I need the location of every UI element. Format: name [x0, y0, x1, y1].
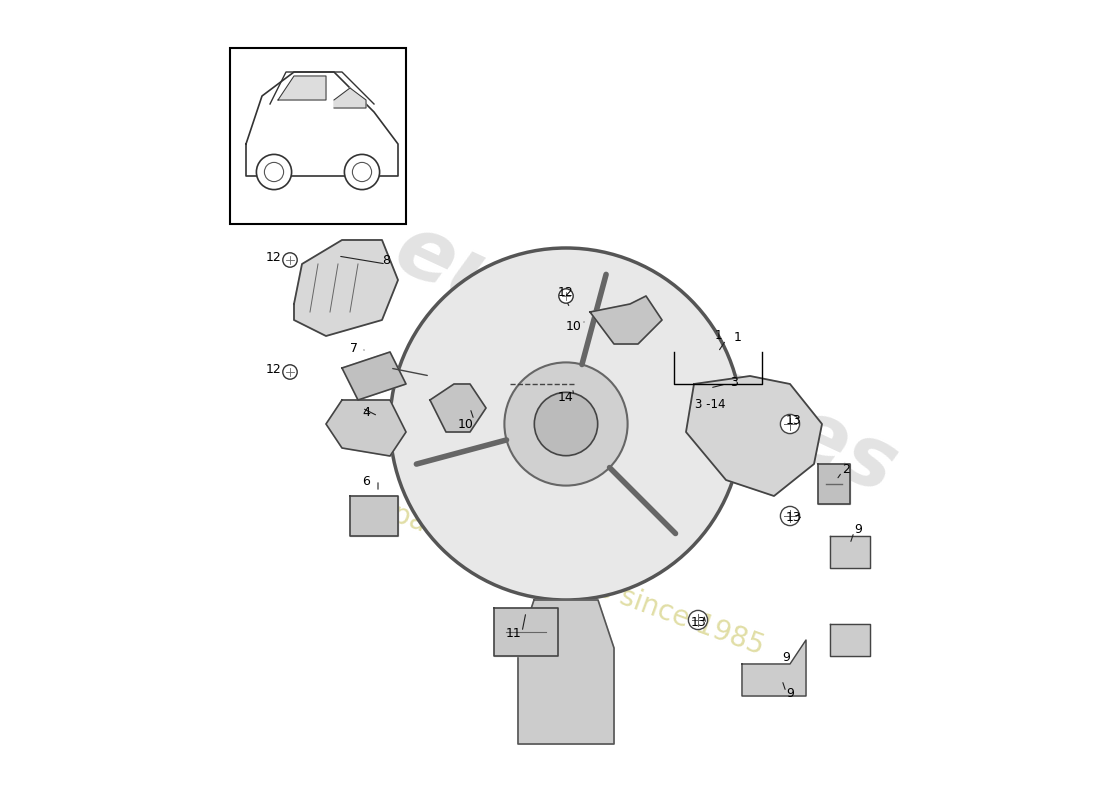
- Polygon shape: [342, 352, 406, 400]
- Polygon shape: [830, 624, 870, 656]
- Text: 7: 7: [350, 342, 358, 354]
- Text: 13: 13: [786, 414, 802, 426]
- Text: 12: 12: [558, 286, 574, 298]
- Polygon shape: [494, 608, 558, 656]
- Text: 1: 1: [714, 330, 722, 342]
- Circle shape: [352, 162, 372, 182]
- Text: 10: 10: [458, 418, 474, 430]
- Polygon shape: [334, 88, 366, 108]
- Text: 9: 9: [786, 687, 794, 700]
- Text: 12: 12: [266, 363, 282, 376]
- Text: a passion for parts since 1985: a passion for parts since 1985: [364, 491, 768, 661]
- Text: 3: 3: [730, 376, 738, 389]
- Text: 1: 1: [734, 331, 741, 344]
- Circle shape: [283, 365, 297, 379]
- Polygon shape: [278, 76, 326, 100]
- Text: 14: 14: [558, 391, 574, 404]
- Text: 2: 2: [843, 463, 850, 476]
- Polygon shape: [518, 600, 614, 744]
- Text: 3 -14: 3 -14: [695, 398, 725, 410]
- Polygon shape: [294, 240, 398, 336]
- Circle shape: [283, 253, 297, 267]
- Polygon shape: [590, 296, 662, 344]
- Polygon shape: [686, 376, 822, 496]
- Text: 8: 8: [382, 254, 390, 266]
- Circle shape: [390, 248, 742, 600]
- Circle shape: [505, 362, 628, 486]
- Text: 6: 6: [362, 475, 370, 488]
- Text: 4: 4: [362, 406, 370, 418]
- Text: 10: 10: [566, 320, 582, 333]
- Text: 9: 9: [854, 523, 862, 536]
- Circle shape: [535, 392, 597, 456]
- Polygon shape: [350, 496, 398, 536]
- Text: euroshares: euroshares: [382, 207, 910, 513]
- FancyBboxPatch shape: [230, 48, 406, 224]
- Text: 13: 13: [691, 616, 706, 629]
- Text: 12: 12: [266, 251, 282, 264]
- Polygon shape: [818, 464, 850, 504]
- Circle shape: [256, 154, 292, 190]
- Circle shape: [689, 610, 707, 630]
- Polygon shape: [830, 536, 870, 568]
- Circle shape: [344, 154, 380, 190]
- Polygon shape: [326, 400, 406, 456]
- Text: 9: 9: [782, 651, 790, 664]
- Polygon shape: [742, 640, 806, 696]
- Circle shape: [559, 289, 573, 303]
- Circle shape: [264, 162, 284, 182]
- Circle shape: [780, 506, 800, 526]
- Circle shape: [780, 414, 800, 434]
- Text: 13: 13: [786, 511, 802, 524]
- Text: 11: 11: [506, 627, 521, 640]
- Polygon shape: [430, 384, 486, 432]
